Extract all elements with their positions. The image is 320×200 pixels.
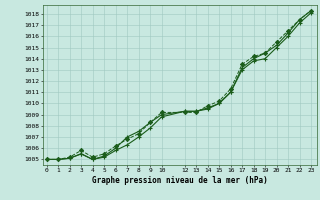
X-axis label: Graphe pression niveau de la mer (hPa): Graphe pression niveau de la mer (hPa) [92, 176, 268, 185]
